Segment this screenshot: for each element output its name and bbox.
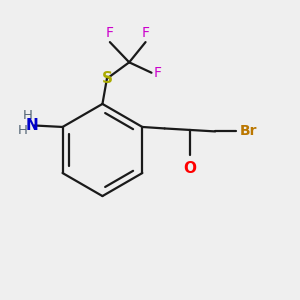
Text: S: S xyxy=(101,71,112,86)
Text: F: F xyxy=(154,66,162,80)
Text: O: O xyxy=(183,160,196,175)
Text: N: N xyxy=(26,118,38,133)
Text: H: H xyxy=(18,124,28,137)
Text: Br: Br xyxy=(239,124,257,138)
Text: H: H xyxy=(23,110,33,122)
Text: F: F xyxy=(142,26,149,40)
Text: F: F xyxy=(106,26,114,40)
